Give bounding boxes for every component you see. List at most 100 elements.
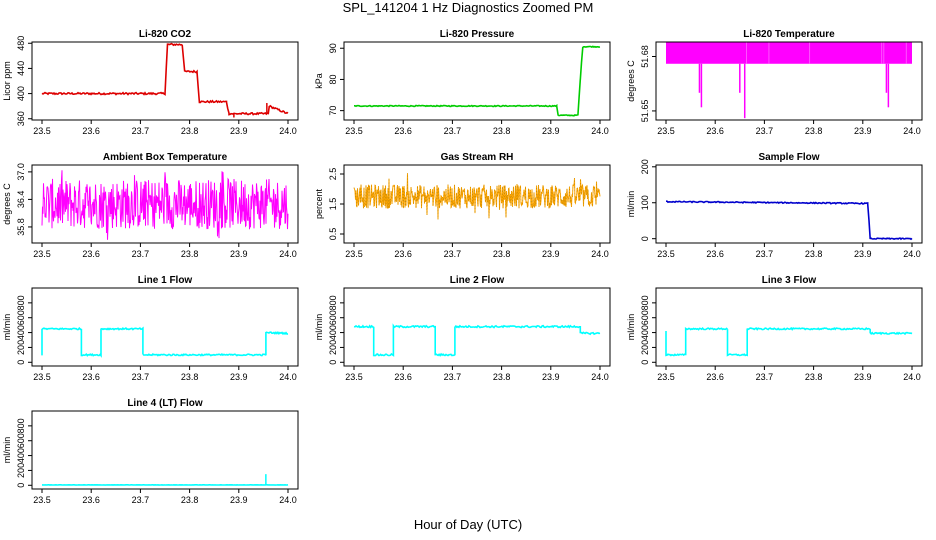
x-tick-label: 23.6 bbox=[82, 249, 100, 259]
x-tick-label: 23.7 bbox=[132, 126, 150, 136]
y-tick-label: 400 bbox=[16, 86, 26, 101]
y-tick-label: 0 bbox=[16, 483, 26, 488]
y-tick-label: 35.8 bbox=[16, 218, 26, 236]
x-tick-label: 23.9 bbox=[230, 495, 248, 505]
y-axis-label: percent bbox=[314, 188, 324, 219]
x-tick-label: 24.0 bbox=[591, 249, 609, 259]
chart-panel-6: Sample Flow 23.5 23.6 23.7 23.8 23.9 24.0 0 100 2… bbox=[626, 152, 923, 259]
y-tick-label: 480 bbox=[16, 36, 26, 51]
data-layer bbox=[665, 326, 913, 357]
x-tick-label: 23.7 bbox=[756, 126, 774, 136]
x-tick-label: 23.9 bbox=[542, 126, 560, 136]
x-tick-label: 23.6 bbox=[706, 249, 724, 259]
x-tick-label: 23.6 bbox=[706, 126, 724, 136]
data-layer bbox=[353, 173, 601, 220]
chart-panel-2: Li-820 Pressure 23.5 23.6 23.7 23.8 23.9 24.0 7… bbox=[314, 29, 611, 136]
y-tick-label: 440 bbox=[16, 61, 26, 76]
x-tick-label: 23.9 bbox=[854, 249, 872, 259]
y-tick-label: 400 bbox=[16, 325, 26, 340]
plot-frame bbox=[343, 164, 611, 244]
y-tick-label: 200 bbox=[16, 463, 26, 478]
y-tick-label: 0 bbox=[640, 360, 650, 365]
page-title: SPL_141204 1 Hz Diagnostics Zoomed PM bbox=[342, 0, 594, 15]
x-tick-label: 24.0 bbox=[279, 126, 297, 136]
series-line bbox=[666, 200, 913, 241]
x-tick-label: 23.6 bbox=[706, 372, 724, 382]
x-tick-label: 23.8 bbox=[805, 126, 823, 136]
x-tick-label: 23.8 bbox=[181, 126, 199, 136]
x-tick-label: 23.5 bbox=[33, 495, 51, 505]
y-tick-label: 51.68 bbox=[640, 45, 650, 68]
x-tick-label: 23.7 bbox=[444, 126, 462, 136]
x-tick-label: 23.5 bbox=[345, 249, 363, 259]
series-band bbox=[666, 42, 912, 64]
x-tick-label: 24.0 bbox=[279, 249, 297, 259]
x-tick-label: 23.8 bbox=[805, 372, 823, 382]
x-tick-label: 23.9 bbox=[854, 126, 872, 136]
x-tick-label: 24.0 bbox=[591, 126, 609, 136]
chart-panel-8: Line 2 Flow 23.5 23.6 23.7 23.8 23.9 24.0 0 2004… bbox=[314, 275, 611, 382]
x-tick-label: 23.6 bbox=[82, 126, 100, 136]
panel-title: Line 4 (LT) Flow bbox=[127, 398, 203, 409]
y-tick-label: 600 bbox=[328, 310, 338, 325]
x-tick-label: 23.8 bbox=[493, 126, 511, 136]
y-axis-label: ml/min bbox=[626, 191, 636, 218]
y-axis-label: ml/min bbox=[2, 437, 12, 464]
data-layer bbox=[41, 42, 289, 118]
plot-frame bbox=[31, 164, 299, 244]
panel-title: Li-820 Temperature bbox=[743, 29, 835, 40]
data-layer bbox=[41, 170, 289, 240]
x-tick-label: 23.5 bbox=[33, 126, 51, 136]
series-line bbox=[354, 45, 601, 117]
y-tick-label: 36.4 bbox=[16, 191, 26, 209]
y-tick-label: 0.5 bbox=[328, 228, 338, 241]
y-tick-label: 100 bbox=[640, 195, 650, 210]
data-layer bbox=[666, 200, 913, 241]
plot-frame bbox=[31, 410, 299, 490]
series-line bbox=[41, 42, 289, 116]
x-tick-label: 23.8 bbox=[493, 372, 511, 382]
x-tick-label: 23.9 bbox=[230, 249, 248, 259]
x-tick-label: 23.7 bbox=[756, 372, 774, 382]
plot-frame bbox=[655, 287, 923, 367]
data-layer bbox=[42, 474, 289, 486]
chart-panel-1: Li-820 CO2 23.5 23.6 23.7 23.8 23.9 24.0 360 400… bbox=[2, 29, 299, 136]
x-tick-label: 23.7 bbox=[444, 372, 462, 382]
x-tick-label: 23.5 bbox=[33, 372, 51, 382]
x-tick-label: 23.7 bbox=[132, 249, 150, 259]
y-tick-label: 0 bbox=[328, 360, 338, 365]
y-axis-label: kPa bbox=[314, 73, 324, 89]
y-axis-label: ml/min bbox=[314, 314, 324, 341]
x-tick-label: 23.8 bbox=[181, 249, 199, 259]
x-tick-label: 23.6 bbox=[82, 495, 100, 505]
data-layer bbox=[666, 42, 912, 119]
x-tick-label: 23.7 bbox=[756, 249, 774, 259]
x-tick-label: 23.9 bbox=[230, 372, 248, 382]
x-tick-label: 23.8 bbox=[805, 249, 823, 259]
plot-frame bbox=[343, 41, 611, 121]
y-tick-label: 2.5 bbox=[328, 168, 338, 181]
y-tick-label: 600 bbox=[16, 433, 26, 448]
x-tick-label: 24.0 bbox=[903, 372, 921, 382]
x-tick-label: 23.5 bbox=[657, 249, 675, 259]
y-axis-label: degrees C bbox=[2, 183, 12, 225]
y-axis-label: ml/min bbox=[626, 314, 636, 341]
y-axis-label: ml/min bbox=[2, 314, 12, 341]
x-tick-label: 23.6 bbox=[82, 372, 100, 382]
x-tick-label: 23.5 bbox=[345, 372, 363, 382]
panel-title: Li-820 CO2 bbox=[139, 29, 192, 40]
y-tick-label: 800 bbox=[16, 295, 26, 310]
panel-title: Gas Stream RH bbox=[441, 152, 514, 163]
y-tick-label: 200 bbox=[640, 340, 650, 355]
data-layer bbox=[41, 326, 289, 358]
shared-x-axis-label: Hour of Day (UTC) bbox=[413, 517, 523, 532]
y-tick-label: 600 bbox=[16, 310, 26, 325]
plot-frame bbox=[655, 164, 923, 244]
data-layer bbox=[354, 45, 601, 117]
panel-title: Li-820 Pressure bbox=[440, 29, 515, 40]
y-tick-label: 600 bbox=[640, 310, 650, 325]
y-axis-label: Licor ppm bbox=[2, 61, 12, 101]
plot-frame bbox=[31, 287, 299, 367]
y-tick-label: 1.5 bbox=[328, 198, 338, 211]
